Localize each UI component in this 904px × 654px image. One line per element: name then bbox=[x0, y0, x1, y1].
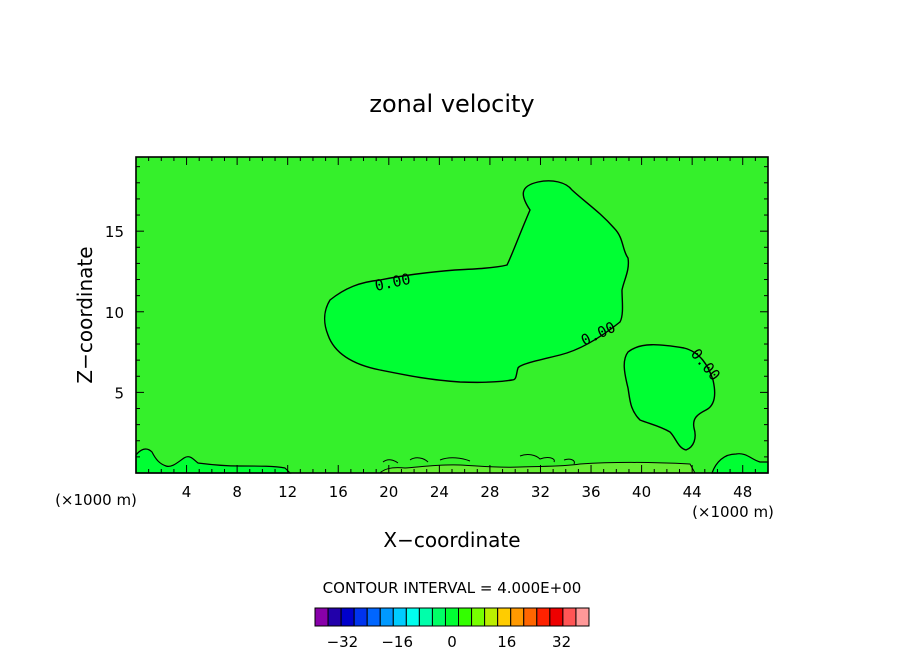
colorbar-swatch bbox=[314, 607, 329, 627]
colorbar-tick-label: −32 bbox=[327, 633, 359, 651]
colorbar-swatch bbox=[431, 607, 446, 627]
y-tick-label: 5 bbox=[114, 384, 124, 402]
colorbar-swatch bbox=[353, 607, 368, 627]
colorbar-swatch bbox=[327, 607, 342, 627]
colorbar-tick-label: 0 bbox=[447, 633, 457, 651]
y-tick-labels: 5 10 15 bbox=[105, 223, 124, 402]
contour-region-main bbox=[323, 180, 630, 384]
x-tick-label: 44 bbox=[683, 483, 702, 501]
colorbar bbox=[314, 607, 590, 627]
colorbar-swatch bbox=[497, 607, 512, 627]
colorbar-swatch bbox=[575, 607, 590, 627]
axis-ticks bbox=[136, 157, 768, 473]
colorbar-swatch bbox=[340, 607, 355, 627]
colorbar-swatch bbox=[418, 607, 433, 627]
x-tick-labels: 4 8 12 16 20 24 28 32 36 40 44 48 bbox=[182, 483, 752, 501]
colorbar-swatch bbox=[510, 607, 525, 627]
colorbar-swatch bbox=[536, 607, 551, 627]
x-tick-label: 20 bbox=[379, 483, 398, 501]
colorbar-swatch bbox=[392, 607, 407, 627]
contour-interval-text: CONTOUR INTERVAL = 4.000E+00 bbox=[323, 579, 582, 597]
x-tick-label: 8 bbox=[232, 483, 242, 501]
colorbar-swatch bbox=[562, 607, 577, 627]
colorbar-tick-label: 16 bbox=[497, 633, 516, 651]
x-tick-label: 32 bbox=[531, 483, 550, 501]
y-tick-label: 10 bbox=[105, 304, 124, 322]
plot-area: 0.00 0.00 0.00 bbox=[135, 156, 769, 474]
x-tick-label: 28 bbox=[480, 483, 499, 501]
x-tick-label: 4 bbox=[182, 483, 192, 501]
x-unit-left: (×1000 m) bbox=[55, 491, 137, 509]
colorbar-tick-label: −16 bbox=[381, 633, 413, 651]
x-tick-label: 40 bbox=[632, 483, 651, 501]
x-tick-label: 48 bbox=[733, 483, 752, 501]
colorbar-tick-label: 32 bbox=[552, 633, 571, 651]
colorbar-swatch bbox=[458, 607, 473, 627]
x-axis-label: X−coordinate bbox=[383, 528, 520, 552]
y-axis-label: Z−coordinate bbox=[73, 246, 97, 383]
colorbar-swatch bbox=[523, 607, 538, 627]
colorbar-swatch bbox=[444, 607, 460, 627]
colorbar-swatch bbox=[549, 607, 564, 627]
x-tick-label: 16 bbox=[329, 483, 348, 501]
x-tick-label: 24 bbox=[430, 483, 449, 501]
chart-title: zonal velocity bbox=[369, 90, 534, 118]
x-tick-label: 36 bbox=[581, 483, 600, 501]
colorbar-swatch bbox=[484, 607, 499, 627]
surface-patch-right bbox=[711, 453, 769, 474]
surface-wiggles bbox=[382, 454, 575, 465]
x-unit-right: (×1000 m) bbox=[692, 503, 774, 521]
colorbar-labels: −32 −16 0 16 32 bbox=[327, 633, 572, 651]
y-tick-label: 15 bbox=[105, 223, 124, 241]
contour-region-right bbox=[623, 344, 716, 451]
colorbar-swatch bbox=[366, 607, 381, 627]
surface-patch-left bbox=[135, 448, 292, 474]
x-tick-label: 12 bbox=[278, 483, 297, 501]
colorbar-swatch bbox=[405, 607, 420, 627]
colorbar-swatch bbox=[379, 607, 394, 627]
colorbar-swatch bbox=[471, 607, 486, 627]
